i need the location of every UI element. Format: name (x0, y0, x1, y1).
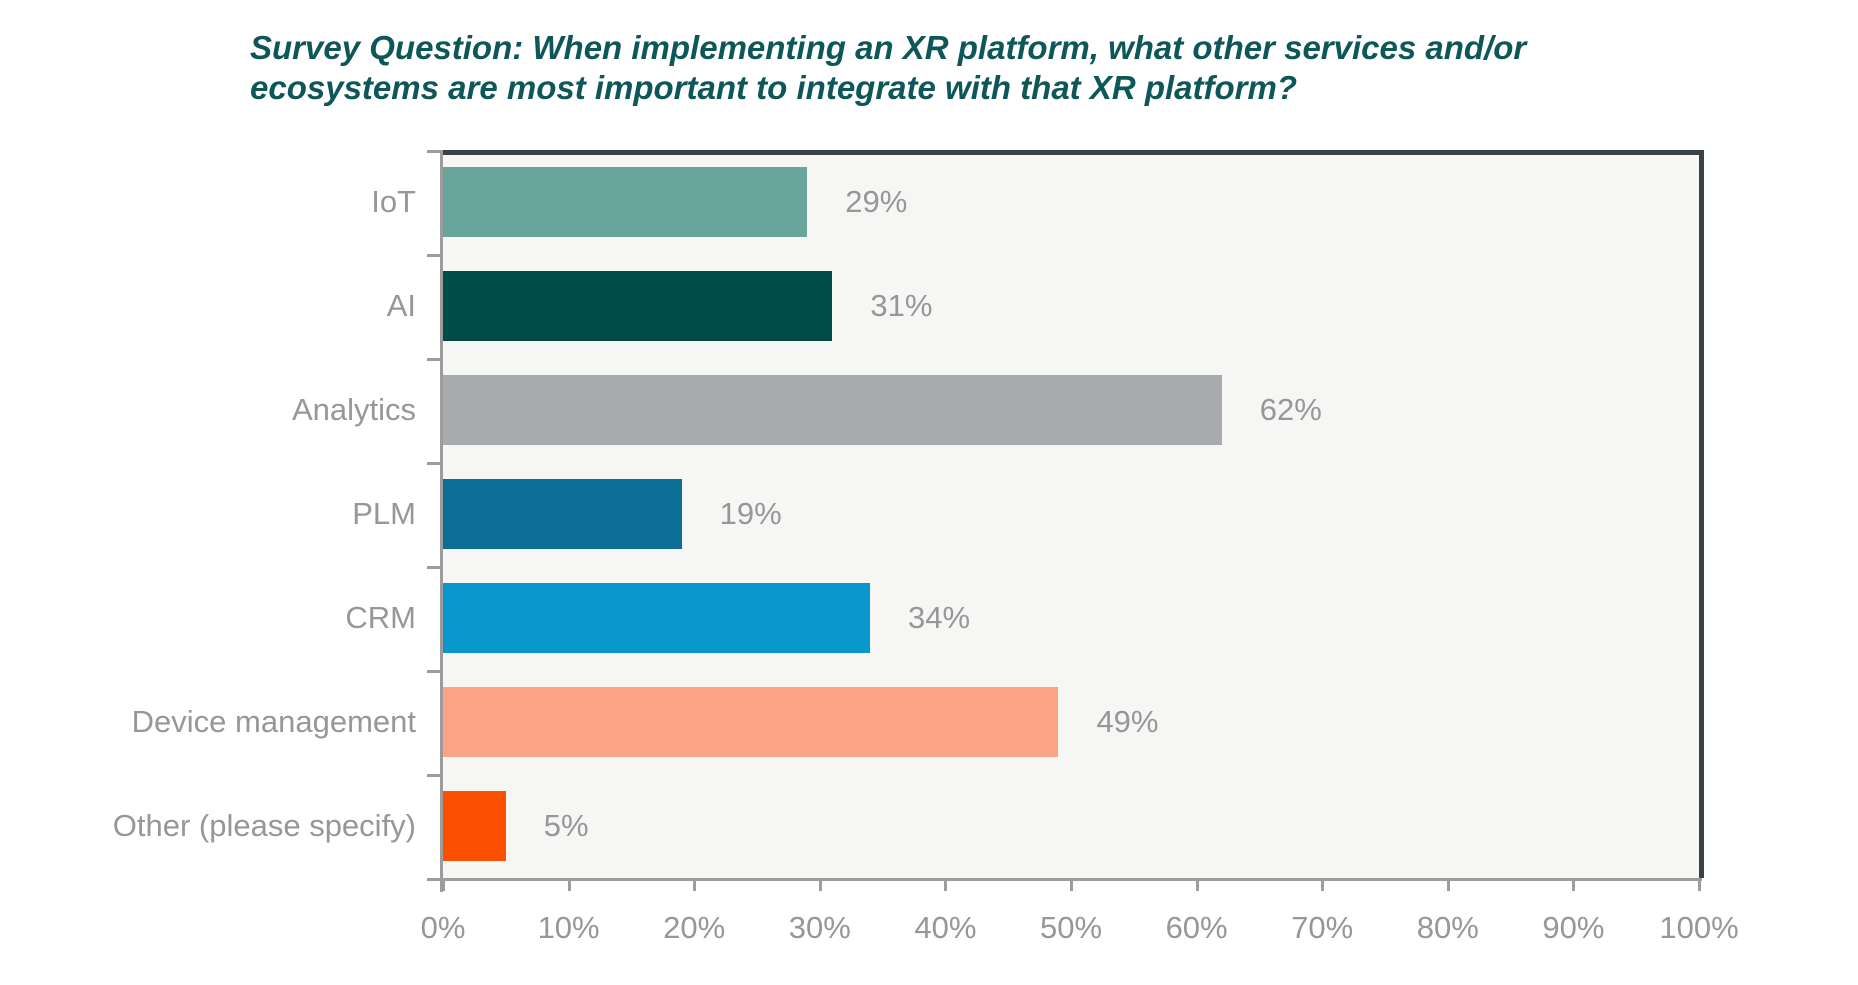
x-axis-tick (818, 878, 822, 891)
value-label-iot: 29% (845, 184, 908, 219)
category-label-iot: IoT (371, 184, 416, 219)
x-axis-tick-label-40: 40% (914, 910, 977, 945)
y-axis-tick (427, 878, 440, 881)
x-axis-line (437, 878, 1702, 881)
value-label-crm: 34% (908, 600, 971, 635)
bar-analytics (443, 375, 1222, 445)
bar-ai (443, 271, 833, 341)
x-axis-tick-label-70: 70% (1291, 910, 1354, 945)
value-label-other-please-specify: 5% (543, 808, 589, 843)
x-axis-tick-label-60: 60% (1165, 910, 1228, 945)
x-axis-tick-label-30: 30% (788, 910, 851, 945)
category-label-crm: CRM (345, 600, 416, 635)
x-axis-tick (944, 878, 948, 891)
x-axis-tick-label-50: 50% (1039, 910, 1103, 945)
bar-iot (443, 167, 808, 237)
x-axis-tick (693, 878, 697, 891)
x-axis-tick-label-0: 0% (420, 910, 466, 945)
chart-title-line1: Survey Question: When implementing an XR… (250, 29, 1527, 66)
x-axis-tick (1195, 878, 1199, 891)
x-axis-tick (1446, 878, 1450, 891)
x-axis-tick (442, 878, 445, 891)
plot-border-top (443, 150, 1704, 155)
bar-other-please-specify (443, 791, 506, 861)
category-label-plm: PLM (352, 496, 416, 531)
x-axis-tick (1070, 878, 1073, 891)
x-axis-tick (1698, 878, 1701, 891)
x-axis-tick (1321, 878, 1325, 891)
bar-device-management (443, 687, 1059, 757)
category-label-analytics: Analytics (291, 392, 416, 427)
y-axis-line (440, 150, 443, 892)
y-axis-tick (427, 774, 440, 777)
x-axis-tick (567, 878, 571, 891)
y-axis-tick (427, 254, 440, 257)
bar-plm (443, 479, 682, 549)
bar-crm (443, 583, 871, 653)
x-axis-tick-label-90: 90% (1542, 910, 1605, 945)
category-label-device-management: Device management (131, 704, 416, 739)
chart-title: Survey Question: When implementing an XR… (250, 28, 1526, 108)
x-axis-tick-label-10: 10% (537, 910, 600, 945)
y-axis-tick (427, 150, 440, 153)
x-axis-tick-label-20: 20% (663, 910, 726, 945)
y-axis-tick (427, 566, 440, 569)
plot-border-right (1699, 150, 1704, 878)
category-label-ai: AI (386, 288, 416, 323)
x-axis-tick-label-80: 80% (1416, 910, 1479, 945)
y-axis-tick (427, 358, 440, 361)
value-label-plm: 19% (719, 496, 782, 531)
x-axis-tick-label-100: 100% (1659, 910, 1739, 945)
y-axis-tick (427, 670, 440, 673)
value-label-device-management: 49% (1096, 704, 1159, 739)
value-label-analytics: 62% (1259, 392, 1322, 427)
chart-title-line2: ecosystems are most important to integra… (250, 69, 1298, 106)
x-axis-tick (1572, 878, 1576, 891)
value-label-ai: 31% (870, 288, 933, 323)
category-label-other-please-specify: Other (please specify) (112, 808, 416, 843)
y-axis-tick (427, 462, 440, 465)
